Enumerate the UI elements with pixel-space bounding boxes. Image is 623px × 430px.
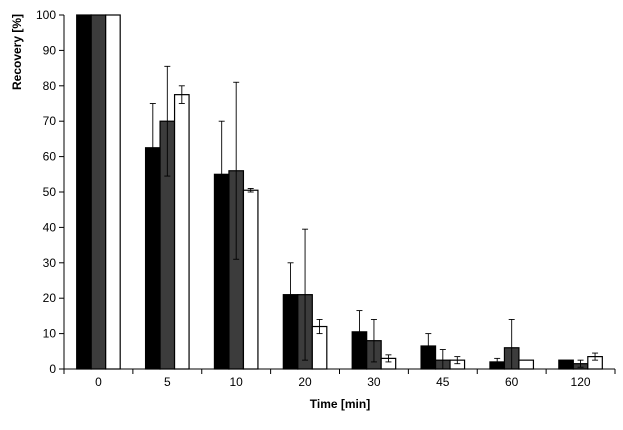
plot-area: 0 10 20 30 40 50 60 70 80 90 100 0 5 10 20 30 45 60 120 [36,8,616,389]
bar [518,359,535,370]
y-tick-label: 80 [43,79,57,93]
bar [90,14,107,370]
bar [105,14,121,370]
y-tick-label: 50 [43,185,57,199]
x-tick-label: 5 [164,375,171,389]
x-tick-label: 60 [505,375,519,389]
y-tick-label: 60 [43,150,57,164]
x-tick-label: 120 [571,375,591,389]
x-tick-label: 0 [95,375,102,389]
x-axis-title: Time [min] [310,397,370,411]
y-tick-label: 30 [43,256,57,270]
y-tick-label: 0 [49,362,56,376]
y-tick-label: 90 [43,43,57,57]
x-tick-label: 30 [367,375,381,389]
bar [76,14,92,370]
bar [173,94,190,370]
y-tick-label: 10 [43,327,57,341]
x-tick-label: 45 [436,375,450,389]
y-tick-label: 20 [43,291,57,305]
x-tick-label: 10 [230,375,244,389]
x-tick-label: 20 [298,375,312,389]
y-tick-label: 100 [36,8,56,22]
y-axis-title: Recovery [%] [10,14,24,90]
bar [558,359,574,370]
bar [242,189,259,370]
y-tick-label: 70 [43,114,57,128]
y-tick-label: 40 [43,220,57,234]
